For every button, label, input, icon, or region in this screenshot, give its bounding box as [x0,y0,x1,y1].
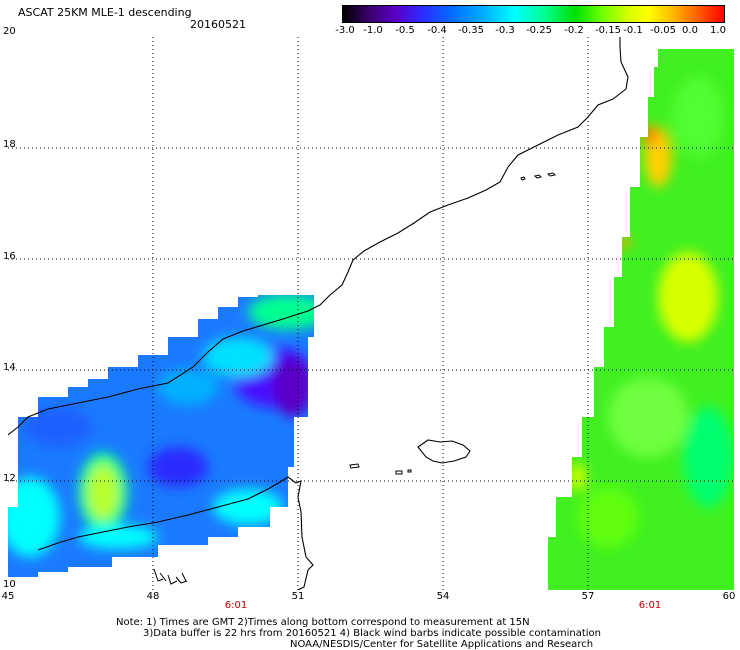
colorbar-tick: 1.0 [710,25,726,36]
colorbar-tick: -0.35 [458,25,484,36]
colorbar-tick: -0.1 [623,25,643,36]
colorbar-tick: -0.25 [526,25,552,36]
right-swath [548,49,734,590]
lat-label: 14 [3,362,16,373]
lon-label: 54 [436,591,450,602]
colorbar-tick: -0.15 [595,25,621,36]
lon-label: 45 [1,591,15,602]
left-swath [8,295,314,590]
graticule [8,37,734,590]
time-label: 6:01 [638,600,662,611]
lat-label: 16 [3,251,16,262]
lon-label: 60 [722,591,736,602]
time-label: 6:01 [224,600,248,611]
product-date: 20160521 [190,18,246,31]
socotra-island [417,439,471,464]
colorbar-tick: -3.0 [335,25,355,36]
lat-label: 10 [3,579,16,590]
colorbar-tick: 0.0 [682,25,698,36]
colorbar [342,5,725,23]
socotra-islets [349,463,412,475]
colorbar-tick: -0.5 [395,25,415,36]
footer-note: Note: 1) Times are GMT 2)Times along bot… [116,617,530,628]
colorbar-tick: -1.0 [363,25,383,36]
colorbar-tick: -0.3 [495,25,515,36]
product-title: ASCAT 25KM MLE-1 descending [18,6,192,19]
scatterometer-map [8,37,734,590]
lat-label: 12 [3,473,16,484]
colorbar-tick: -0.05 [650,25,676,36]
lon-label: 51 [291,591,305,602]
lat-label: 18 [3,139,16,150]
footer-note: 3)Data buffer is 22 hrs from 20160521 4)… [143,628,601,639]
coastline-somalia [37,476,314,590]
footer-credit: NOAA/NESDIS/Center for Satellite Applica… [290,639,594,650]
lon-label: 48 [146,591,160,602]
lon-label: 57 [581,591,595,602]
coastline-arabia [8,37,629,436]
colorbar-tick: -0.4 [427,25,447,36]
wind-barbs [153,568,188,585]
colorbar-tick: -0.2 [564,25,584,36]
kuria-muria-islands [520,172,557,181]
lat-label: 20 [3,26,16,37]
